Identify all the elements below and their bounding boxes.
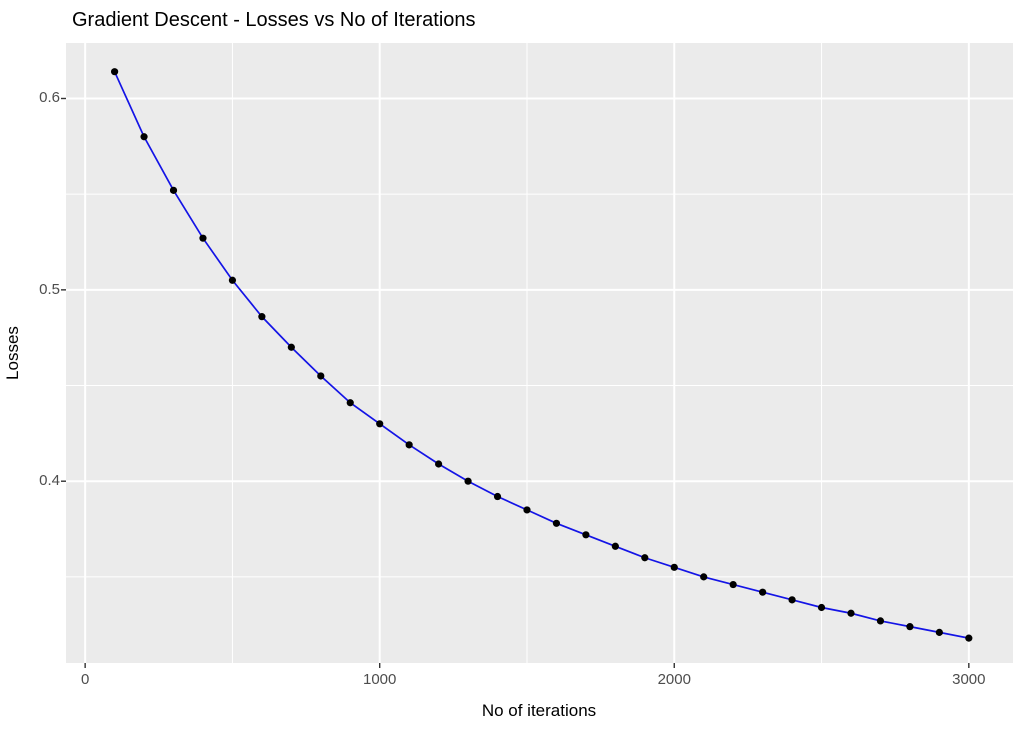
x-tick-label: 3000 [952,671,986,688]
data-point [435,460,443,468]
data-point [140,133,148,141]
data-point [641,554,649,562]
data-point [464,477,472,485]
loss-line [113,71,969,639]
data-point [611,542,619,550]
data-point [287,343,295,351]
data-point [523,506,531,514]
data-point [847,609,855,617]
x-tick-label: 1000 [363,671,397,688]
data-point [169,186,178,194]
y-tick-label: 0.6 [39,89,60,107]
x-tick-label: 0 [80,671,90,688]
data-point [376,420,384,428]
y-axis-tick-labels: 0.6 0.5 0.4 [0,43,60,663]
data-point [258,313,266,321]
data-point [876,617,885,625]
data-point [317,372,325,380]
x-axis-title: No of iterations [481,701,597,720]
y-tick-label: 0.4 [39,472,60,490]
plot-svg [61,43,1013,668]
data-point [111,68,119,76]
data-point [700,573,708,581]
y-tick-label: 0.5 [39,280,60,298]
data-point [493,492,502,501]
chart-title: Gradient Descent - Losses vs No of Itera… [72,9,476,31]
data-point [788,596,796,604]
data-point [935,628,943,636]
data-point [729,580,737,589]
plot-panel [61,43,1013,668]
data-point [906,623,914,631]
data-point [965,634,973,642]
x-axis-tick-labels: 0 1000 2000 3000 [66,671,1013,691]
data-point [817,603,826,612]
data-point [228,276,237,284]
data-point [670,563,678,571]
data-point [582,531,590,539]
data-point [199,234,207,242]
data-point [552,519,561,527]
data-point [346,399,354,407]
data-point [759,588,767,596]
data-point [405,441,413,449]
x-tick-label: 2000 [657,671,691,688]
